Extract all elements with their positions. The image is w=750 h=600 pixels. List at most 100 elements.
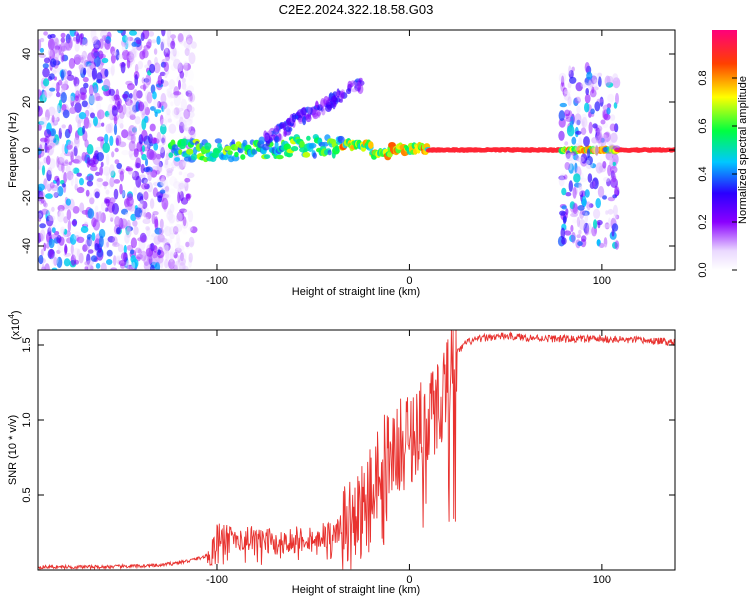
heatmap-cell-648 (66, 74, 75, 81)
heatmap-cell-1039 (67, 95, 75, 103)
heatmap-cell-382 (153, 235, 161, 245)
heatmap-cell-319 (174, 111, 179, 119)
heatmap-cell-562 (176, 233, 180, 244)
heatmap-cell-615 (43, 242, 47, 252)
heatmap-cell-954 (105, 199, 110, 207)
heatmap-cell-1771 (599, 158, 603, 168)
heatmap-cell-1032 (99, 235, 104, 248)
heatmap-cell-210 (63, 258, 71, 267)
heatmap-cell-1062 (110, 66, 115, 77)
heatmap-cell-489 (115, 255, 123, 260)
heatmap-cell-746 (183, 123, 192, 133)
heatmap-cell-432 (56, 116, 60, 122)
heatmap-cell-341 (168, 123, 177, 134)
heatmap-cell-588 (97, 136, 105, 142)
heatmap-cell-727 (154, 216, 159, 228)
heatmap-cell-1883 (581, 195, 587, 208)
heatmap-cell-677 (125, 55, 134, 61)
heatmap-cell-561 (56, 234, 62, 244)
heatmap-cell-894 (89, 162, 97, 168)
heatmap-cell-1740 (611, 77, 619, 86)
heatmap-cell-272 (45, 84, 50, 95)
heatmap-cell-856 (164, 184, 170, 195)
heatmap-cell-573 (57, 210, 61, 217)
heatmap-cell-1789 (593, 208, 601, 219)
heatmap-cell-423 (174, 50, 180, 58)
heatmap-cell-1953 (558, 175, 565, 187)
heatmap-cell-1723 (568, 180, 573, 192)
heatmap-cell-854 (39, 229, 46, 242)
heatmap-cell-491 (141, 200, 148, 210)
snr-xlabel: Height of straight line (km) (292, 584, 420, 596)
heatmap-cell-1191 (263, 154, 271, 160)
heatmap-cell-358 (171, 166, 174, 172)
heatmap-cell-446 (111, 151, 115, 158)
heatmap-cell-29 (90, 30, 97, 40)
heatmap-cell-1955 (591, 137, 598, 144)
heatmap-cell-1065 (94, 191, 100, 199)
heatmap-cell-503 (39, 47, 45, 53)
heatmap-cell-818 (166, 88, 173, 94)
heatmap-cell-986 (39, 161, 44, 166)
heatmap-cell-774 (179, 116, 184, 127)
heatmap-cell-8 (126, 244, 134, 251)
heatmap-cell-985 (165, 158, 169, 166)
heatmap-cell-1906 (572, 203, 579, 214)
heatmap-cell-632 (161, 134, 167, 146)
heatmap-cell-439 (145, 158, 148, 167)
heatmap-cell-619 (86, 180, 94, 187)
heatmap-cell-53 (160, 124, 167, 135)
heatmap-cell-963 (96, 109, 105, 120)
heatmap-cell-1230 (306, 135, 311, 141)
heatmap-cell-980 (76, 236, 85, 243)
heatmap-cell-518 (124, 233, 130, 244)
heatmap-cell-171 (176, 160, 185, 170)
heatmap-cell-1950 (597, 128, 602, 140)
heatmap-cell-784 (42, 67, 50, 78)
heatmap-cell-1901 (609, 123, 616, 132)
heatmap-cell-1738 (571, 136, 577, 145)
heatmap-cell-740 (85, 239, 90, 251)
heatmap-cell-992 (49, 87, 56, 92)
heatmap-cell-931 (132, 89, 139, 101)
heatmap-cell-108 (181, 82, 187, 90)
heatmap-cell-939 (126, 97, 131, 106)
heatmap-cell-789 (45, 181, 51, 191)
heatmap-cell-806 (165, 238, 173, 244)
heatmap-cell-442 (157, 74, 163, 87)
heatmap-cell-1841 (584, 227, 589, 236)
heatmap-cell-529 (63, 228, 68, 235)
heatmap-cell-805 (160, 38, 166, 51)
heatmap-cell-950 (74, 155, 82, 164)
heatmap-cell-967 (118, 141, 127, 148)
heatmap-cell-880 (182, 119, 187, 131)
heatmap-cell-719 (84, 261, 90, 266)
heatmap-cell-631 (150, 106, 156, 111)
heatmap-cell-1937 (612, 194, 618, 199)
heatmap-cell-534 (100, 201, 107, 212)
colorbar-tick-label-1: 0.2 (697, 214, 709, 229)
heatmap-cell-293 (47, 227, 52, 237)
heatmap-cell-1083 (167, 92, 174, 99)
heatmap-cell-635 (43, 57, 51, 64)
heatmap-cell-1842 (562, 87, 568, 97)
heatmap-cell-510 (106, 114, 114, 120)
heatmap-cell-1755 (581, 210, 590, 216)
heatmap-cell-861 (95, 146, 102, 151)
heatmap-cell-585 (179, 121, 185, 134)
heatmap-cell-1892 (581, 119, 585, 128)
heatmap-cell-240 (106, 249, 113, 257)
heatmap-cell-1693 (351, 88, 358, 93)
heatmap-cell-291 (43, 31, 48, 36)
heatmap-cell-948 (165, 249, 170, 261)
heatmap-cell-1900 (581, 116, 588, 128)
heatmap-cell-1010 (151, 233, 157, 238)
heatmap-cell-1907 (584, 119, 589, 129)
heatmap-cell-1091 (54, 175, 60, 182)
heatmap-cell-1847 (563, 88, 572, 95)
heatmap-cell-246 (86, 234, 93, 240)
heatmap-cell-577 (61, 124, 66, 129)
heatmap-cell-944 (145, 247, 154, 257)
heatmap-cell-1973 (592, 123, 598, 129)
heatmap-cell-1722 (604, 222, 610, 230)
